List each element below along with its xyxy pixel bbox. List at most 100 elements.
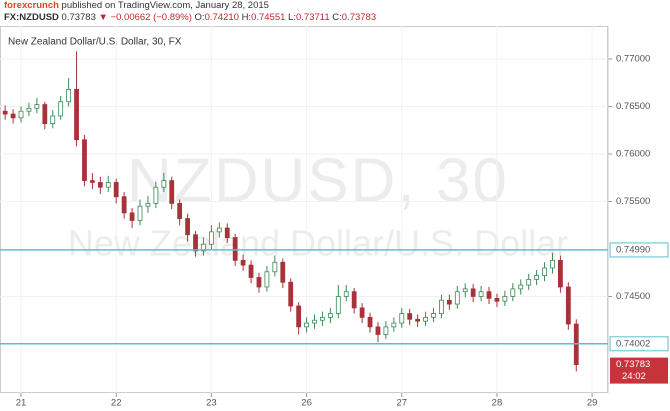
brand: forexcrunch	[4, 0, 59, 11]
candle-body	[510, 288, 516, 297]
candle-body	[558, 259, 563, 288]
candle-body	[478, 291, 484, 297]
candle-body	[185, 218, 190, 236]
x-tick-label: 23	[206, 398, 217, 409]
countdown: 24:02	[622, 371, 646, 382]
y-tick-label: 0.77000	[616, 53, 650, 64]
candle-body	[216, 227, 222, 233]
candle-body	[494, 297, 500, 302]
candle-body	[335, 296, 341, 314]
candle-body	[97, 182, 103, 188]
candle-body	[565, 286, 571, 325]
candle-body	[359, 307, 365, 318]
x-tick-label: 26	[301, 398, 312, 409]
last-price-box	[610, 357, 668, 384]
candle-body	[224, 227, 230, 238]
x-tick-label: 29	[587, 398, 598, 409]
candle-body	[280, 261, 286, 283]
candle-body	[201, 243, 206, 252]
candle-body	[399, 313, 405, 324]
publish-line: forexcrunch published on TradingView.com…	[4, 0, 376, 12]
o-value: 0.74210	[204, 12, 239, 23]
candle-body	[18, 110, 24, 119]
last-price-label: 0.73783	[616, 359, 650, 370]
y-tick-label: 0.74500	[616, 291, 650, 302]
candle-body	[439, 299, 444, 314]
candle-body	[74, 88, 79, 141]
candle-body	[375, 326, 381, 335]
price-label-box	[609, 336, 669, 352]
candle-body	[240, 259, 246, 266]
candle-body	[90, 180, 95, 183]
candle-body	[343, 291, 349, 297]
candle-body	[550, 259, 555, 269]
candle-body	[296, 305, 302, 328]
candle-body	[208, 231, 214, 245]
candle-body	[66, 88, 72, 103]
candle-body	[26, 107, 32, 112]
arrow: ▼	[98, 12, 108, 23]
candle-body	[534, 275, 540, 280]
candle-body	[232, 237, 238, 261]
candle-body	[256, 277, 262, 288]
h-label: H:	[241, 12, 252, 23]
candle-body	[502, 296, 508, 302]
candle-body	[193, 234, 198, 252]
candle-body	[407, 313, 413, 320]
candle-body	[327, 313, 333, 318]
candle-body	[304, 322, 309, 328]
candle-body	[470, 288, 476, 297]
y-tick-label: 0.75500	[616, 196, 650, 207]
c-label: C:	[332, 12, 342, 23]
candle-body	[431, 313, 436, 318]
candle-body	[42, 104, 48, 124]
candle-body	[351, 291, 357, 309]
quote-line: FX:NZDUSD 0.73783 ▼ −0.00662 (−0.89%) O:…	[4, 12, 376, 24]
candle-body	[2, 110, 8, 115]
candle-body	[82, 139, 87, 181]
candle-body	[391, 322, 397, 328]
candle-body	[121, 196, 127, 214]
price-label: 0.74990	[616, 244, 650, 255]
y-tick-label: 0.76500	[616, 101, 650, 112]
l-value: 0.73711	[295, 12, 330, 23]
candle-body	[34, 104, 40, 109]
header: forexcrunch published on TradingView.com…	[4, 0, 376, 24]
symbol: FX:NZDUSD	[4, 12, 59, 23]
last: 0.73783	[61, 12, 96, 23]
watermark-symbol: NZDUSD, 30	[127, 146, 509, 215]
candle-body	[129, 212, 135, 221]
candle-body	[423, 316, 428, 322]
candle-body	[177, 202, 183, 219]
candle-body	[312, 319, 317, 324]
candle-body	[542, 267, 547, 276]
h-value: 0.74551	[251, 12, 286, 23]
candle-body	[486, 291, 492, 299]
candle-body	[248, 264, 254, 278]
y-tick-label: 0.76000	[616, 148, 650, 159]
candle-body	[50, 115, 56, 124]
candle-body	[272, 261, 278, 273]
candle-body	[415, 318, 421, 322]
price-label-box	[609, 242, 669, 258]
candle-body	[169, 180, 175, 204]
candle-body	[462, 288, 468, 293]
x-tick-label: 27	[396, 398, 407, 409]
published: published on TradingView.com, January 28…	[61, 0, 269, 11]
candle-body	[518, 284, 524, 290]
candle-body	[145, 202, 151, 207]
candle-body	[58, 101, 64, 117]
candle-body	[10, 113, 16, 119]
candle-body	[526, 278, 532, 286]
candle-body	[264, 271, 270, 288]
candle-body	[446, 299, 452, 305]
x-tick-label: 21	[16, 398, 27, 409]
candle-body	[320, 316, 325, 321]
x-tick-label: 28	[492, 398, 503, 409]
chart-title: New Zealand Dollar/U.S. Dollar, 30, FX	[8, 37, 182, 48]
price-label: 0.74002	[616, 338, 650, 349]
watermark-name: New Zealand Dollar/U.S. Dollar	[68, 223, 568, 264]
candle-body	[161, 180, 167, 188]
